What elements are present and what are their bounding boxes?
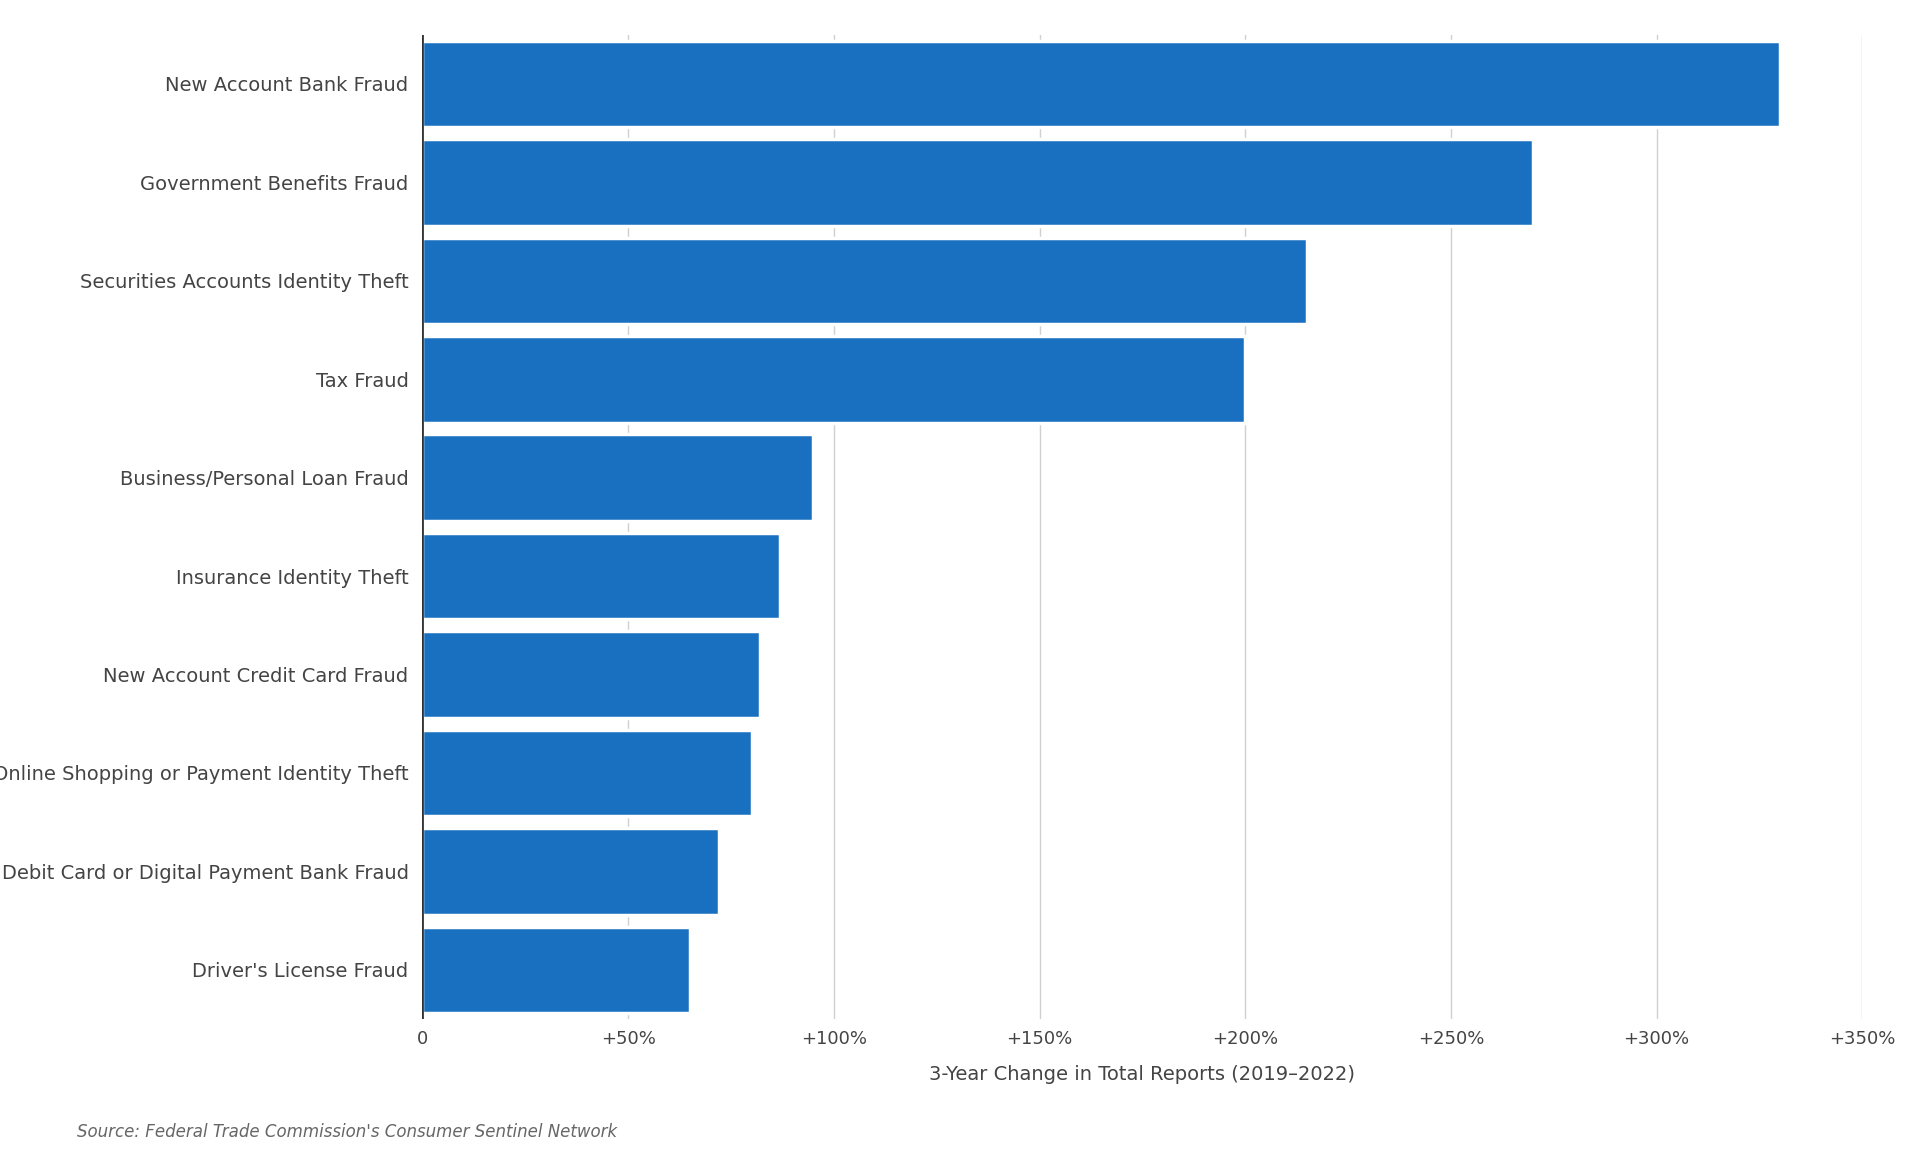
Bar <box>422 828 718 915</box>
Bar <box>422 139 1534 226</box>
Bar <box>422 434 814 521</box>
Bar <box>422 926 689 1013</box>
Bar <box>422 237 1308 324</box>
Text: Source: Federal Trade Commission's Consumer Sentinel Network: Source: Federal Trade Commission's Consu… <box>77 1123 616 1141</box>
X-axis label: 3-Year Change in Total Reports (2019–2022): 3-Year Change in Total Reports (2019–202… <box>929 1065 1356 1084</box>
Bar <box>422 730 751 816</box>
Bar <box>422 631 760 718</box>
Bar <box>422 41 1780 127</box>
Bar <box>422 533 780 620</box>
Bar <box>422 336 1246 423</box>
